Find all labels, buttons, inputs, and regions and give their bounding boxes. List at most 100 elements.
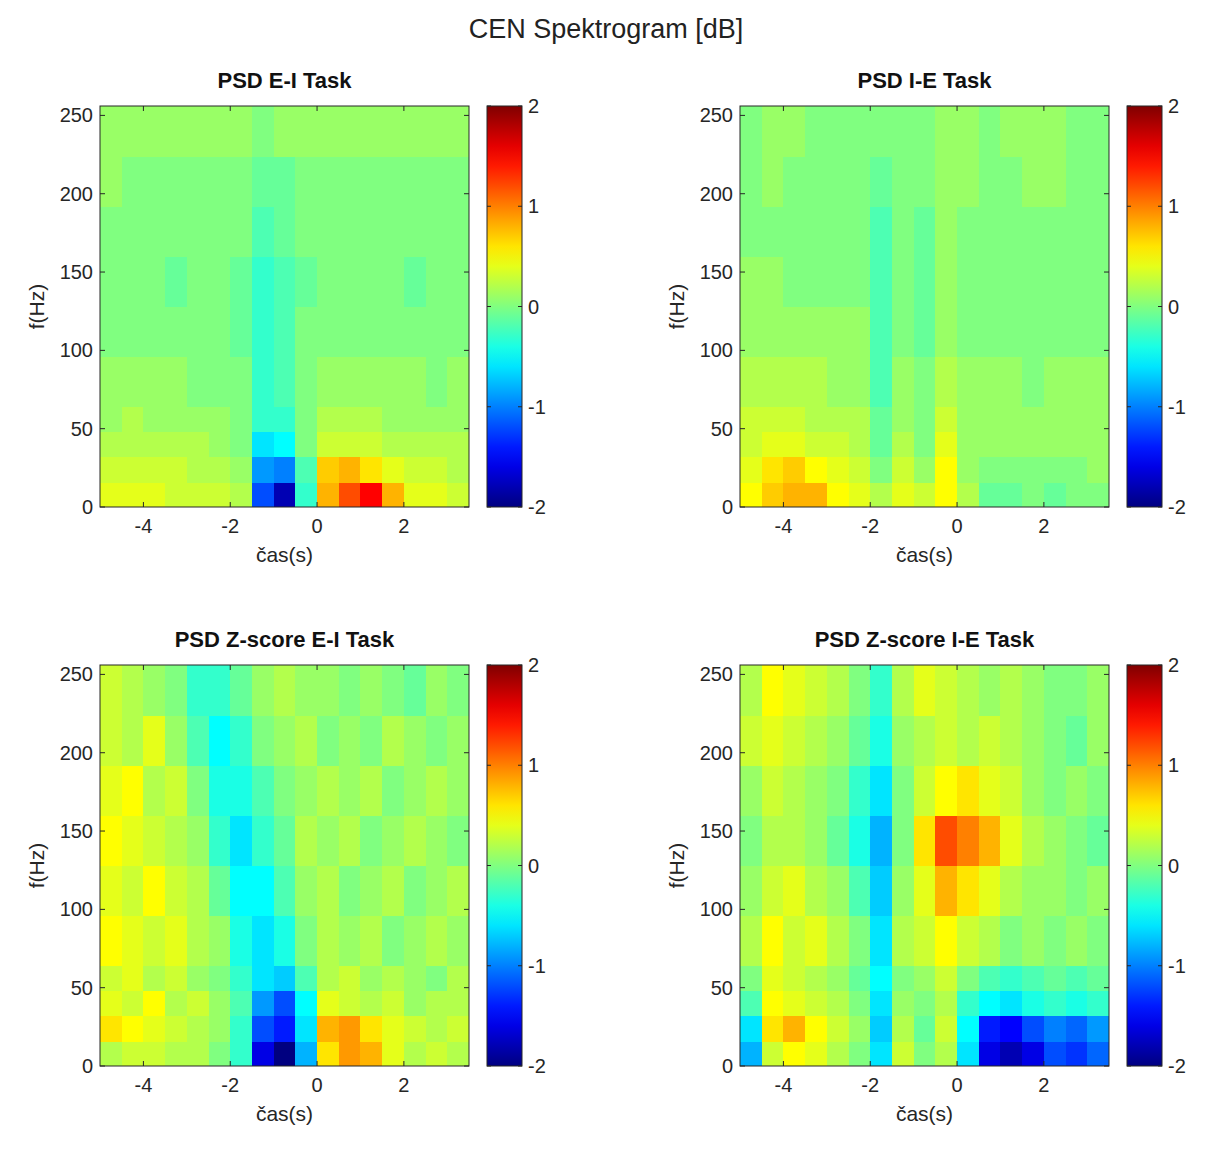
heat-cell bbox=[1022, 1041, 1044, 1066]
heat-cell bbox=[849, 815, 871, 866]
y-tick bbox=[100, 987, 105, 988]
heat-cell bbox=[360, 1016, 382, 1042]
panel-title: PSD Z-score I-E Task bbox=[815, 627, 1035, 652]
heat-cell bbox=[317, 206, 339, 257]
colorbar-tick bbox=[518, 665, 522, 666]
heat-cell bbox=[914, 665, 936, 716]
x-axis-title: čas(s) bbox=[896, 1102, 953, 1125]
y-tick bbox=[100, 831, 105, 832]
heat-cell bbox=[252, 1041, 274, 1066]
heat-cell bbox=[339, 482, 361, 507]
heat-cell bbox=[1022, 916, 1044, 967]
heat-cell bbox=[740, 866, 762, 917]
heat-cell bbox=[187, 256, 209, 307]
colorbar-tick bbox=[487, 965, 491, 966]
colorbar-tick bbox=[1127, 306, 1131, 307]
heat-cell bbox=[914, 307, 936, 358]
heat-cell bbox=[957, 665, 979, 716]
heat-cell bbox=[1000, 866, 1022, 917]
heat-cell bbox=[957, 206, 979, 257]
heat-cell bbox=[209, 715, 231, 766]
heat-cell bbox=[805, 432, 827, 458]
y-tick bbox=[740, 1066, 745, 1067]
heat-cell bbox=[805, 765, 827, 816]
heat-cell bbox=[143, 432, 165, 458]
heat-cell bbox=[892, 1016, 914, 1042]
x-tick-label: 2 bbox=[1038, 515, 1049, 537]
heat-cell bbox=[404, 357, 426, 408]
y-tick-label: 150 bbox=[60, 261, 93, 283]
colorbar bbox=[487, 106, 522, 507]
heat-cell bbox=[339, 991, 361, 1017]
heat-cell bbox=[914, 256, 936, 307]
heat-cell bbox=[317, 966, 339, 992]
heat-cell bbox=[230, 715, 252, 766]
heat-cell bbox=[317, 765, 339, 816]
y-tick bbox=[1104, 507, 1109, 508]
heat-cell bbox=[827, 357, 849, 408]
heat-cell bbox=[187, 1041, 209, 1066]
heat-cell bbox=[122, 357, 144, 408]
heat-cell bbox=[805, 1016, 827, 1042]
cells bbox=[740, 106, 1109, 507]
heat-cell bbox=[339, 256, 361, 307]
heat-cell bbox=[404, 1016, 426, 1042]
heat-cell bbox=[360, 256, 382, 307]
heat-cell bbox=[1087, 765, 1109, 816]
heat-cell bbox=[404, 991, 426, 1017]
heat-cell bbox=[426, 966, 448, 992]
y-tick bbox=[740, 831, 745, 832]
colorbar-tick-label: 0 bbox=[1168, 296, 1179, 318]
heat-cell bbox=[165, 307, 187, 358]
heat-cell bbox=[339, 432, 361, 458]
heat-cell bbox=[762, 765, 784, 816]
heat-cell bbox=[935, 307, 957, 358]
heat-cell bbox=[143, 407, 165, 433]
heat-cell bbox=[230, 256, 252, 307]
heat-cell bbox=[447, 407, 469, 433]
heat-cell bbox=[426, 432, 448, 458]
heat-cell bbox=[274, 665, 296, 716]
heat-cell bbox=[209, 256, 231, 307]
x-tick bbox=[957, 1061, 958, 1066]
colorbar-tick-label: -1 bbox=[1168, 955, 1186, 977]
colorbar-tick-label: -2 bbox=[1168, 496, 1186, 518]
x-tick bbox=[230, 665, 231, 670]
heat-cell bbox=[165, 866, 187, 917]
x-tick bbox=[783, 502, 784, 507]
colorbar-tick bbox=[1158, 406, 1162, 407]
heat-cell bbox=[295, 1016, 317, 1042]
y-tick-label: 250 bbox=[60, 663, 93, 685]
heat-cell bbox=[187, 457, 209, 483]
heat-cell bbox=[1066, 357, 1088, 408]
heat-cell bbox=[295, 256, 317, 307]
y-tick-label: 250 bbox=[60, 104, 93, 126]
heat-cell bbox=[317, 991, 339, 1017]
heat-cell bbox=[252, 815, 274, 866]
heat-cell bbox=[1066, 307, 1088, 358]
heat-cell bbox=[1087, 991, 1109, 1017]
heat-cell bbox=[1000, 991, 1022, 1017]
heat-cell bbox=[230, 106, 252, 157]
heat-cell bbox=[827, 815, 849, 866]
heat-cell bbox=[165, 1016, 187, 1042]
heat-cell bbox=[1066, 765, 1088, 816]
heat-cell bbox=[165, 457, 187, 483]
heat-cell bbox=[122, 1016, 144, 1042]
heat-cell bbox=[805, 482, 827, 507]
heat-cell bbox=[1066, 156, 1088, 207]
heat-cell bbox=[957, 866, 979, 917]
heat-cell bbox=[979, 1016, 1001, 1042]
heat-cell bbox=[957, 1041, 979, 1066]
heat-cell bbox=[295, 815, 317, 866]
heat-cell bbox=[426, 665, 448, 716]
heat-cell bbox=[1000, 1016, 1022, 1042]
heat-cell bbox=[805, 1041, 827, 1066]
colorbar-tick bbox=[518, 1066, 522, 1067]
y-tick bbox=[464, 831, 469, 832]
heat-cell bbox=[805, 407, 827, 433]
heat-cell bbox=[1066, 457, 1088, 483]
heat-cell bbox=[1044, 206, 1066, 257]
heat-cell bbox=[447, 765, 469, 816]
heat-cell bbox=[404, 307, 426, 358]
